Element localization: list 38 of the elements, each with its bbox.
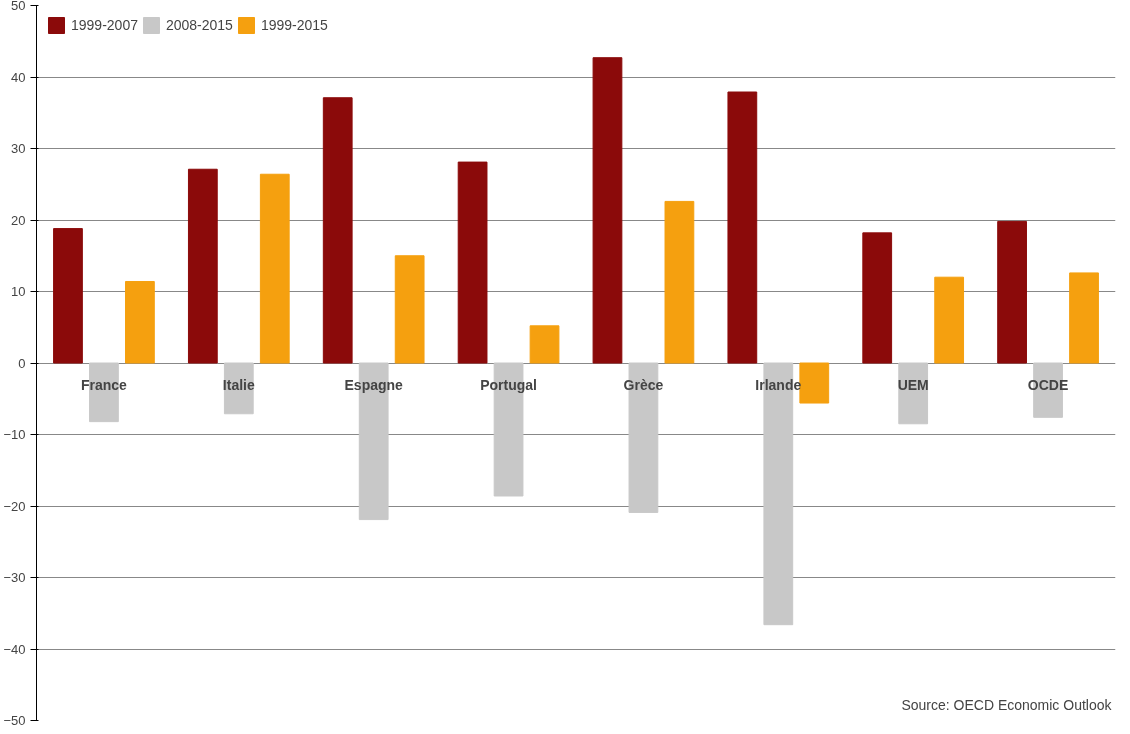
x-tick-label: France — [80, 377, 128, 393]
y-tick-label: −10 — [3, 427, 26, 442]
bar — [799, 362, 830, 404]
bar — [727, 91, 758, 364]
y-tick-label: −30 — [3, 570, 26, 585]
legend-label: 1999-2007 — [71, 17, 138, 33]
bar — [322, 97, 353, 364]
y-tick-label: −20 — [3, 498, 26, 514]
annotation: Source: OECD Economic Outlook — [901, 696, 1113, 713]
y-tick-label: 40 — [11, 69, 26, 85]
bar — [997, 220, 1027, 364]
bar — [664, 200, 695, 364]
bar — [394, 255, 425, 364]
bar — [187, 168, 218, 364]
bar — [529, 325, 560, 364]
bar — [259, 173, 290, 364]
legend-label: 1999-2015 — [260, 17, 328, 33]
bar — [125, 280, 155, 364]
x-tick-label: Italie — [222, 377, 255, 393]
bar — [592, 57, 623, 364]
bar — [862, 232, 893, 364]
x-tick-label: Espagne — [344, 377, 404, 393]
y-tick-label: −50 — [3, 713, 26, 728]
bar — [53, 228, 83, 364]
y-tick-label: 20 — [11, 212, 26, 228]
y-tick-label: 30 — [11, 141, 26, 156]
x-tick-label: Grèce — [623, 377, 664, 393]
x-tick-label: OCDE — [1027, 377, 1069, 393]
bar — [934, 276, 965, 364]
x-tick-label: UEM — [897, 377, 929, 393]
y-tick-label: 0 — [18, 355, 26, 371]
bar — [1069, 272, 1099, 364]
bar — [457, 161, 488, 364]
legend-label: 2008-2015 — [165, 17, 233, 33]
y-tick-label: −40 — [3, 641, 26, 657]
y-tick-label: 10 — [11, 284, 26, 299]
x-tick-label: Portugal — [480, 377, 537, 393]
y-tick-label: 50 — [11, 0, 26, 13]
